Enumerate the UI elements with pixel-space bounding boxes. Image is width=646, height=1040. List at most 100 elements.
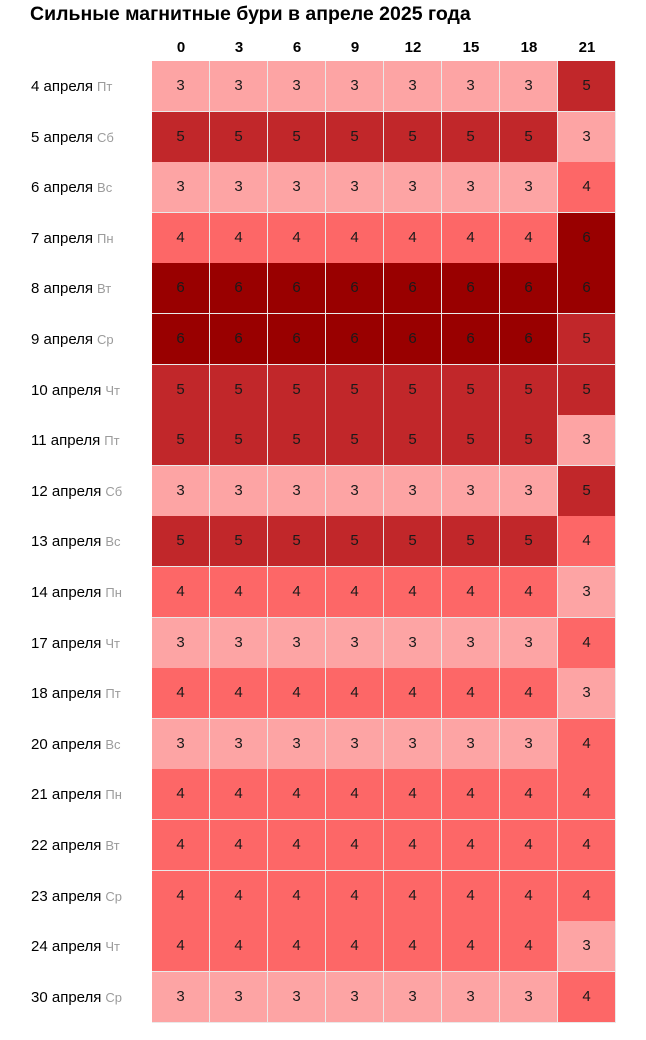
row-date: 21 апреля: [31, 786, 102, 804]
heatmap-cell: 4: [152, 921, 210, 973]
heatmap-cell: 3: [442, 971, 500, 1023]
heatmap-cell: 4: [442, 820, 500, 872]
heatmap-cell: 3: [384, 61, 442, 113]
heatmap-cell: 6: [442, 314, 500, 366]
heatmap-cell: 3: [152, 162, 210, 214]
row-weekday: Ср: [105, 888, 123, 904]
heatmap-cell: 4: [500, 668, 558, 720]
heatmap-cell: 4: [442, 921, 500, 973]
heatmap-cell: 4: [384, 668, 442, 720]
heatmap-cell: 4: [210, 668, 268, 720]
row-weekday: Вс: [97, 180, 113, 196]
heatmap-cell: 5: [152, 516, 210, 568]
row-date: 18 апреля: [31, 685, 102, 703]
row-date: 24 апреля: [31, 938, 102, 956]
row-date: 9 апреля: [31, 331, 94, 348]
heatmap-cell: 3: [268, 718, 326, 770]
heatmap-cell: 6: [384, 263, 442, 315]
heatmap-cell: 4: [326, 668, 384, 720]
row-date: 4 апреля: [31, 78, 94, 95]
heatmap-cell: 3: [268, 971, 326, 1023]
heatmap-cell: 6: [500, 263, 558, 315]
heatmap-cell: 5: [558, 465, 616, 517]
row-date: 10 апреля: [31, 381, 102, 399]
heatmap-cell: 3: [268, 61, 326, 113]
heatmap-cell: 5: [442, 415, 500, 467]
heatmap-cell: 6: [210, 314, 268, 366]
heatmap-cell: 4: [152, 820, 210, 872]
row-label: 10 апреля Чт: [31, 365, 120, 416]
heatmap-cell: 3: [384, 971, 442, 1023]
heatmap-cell: 3: [500, 617, 558, 669]
heatmap-cell: 6: [326, 314, 384, 366]
heatmap-cell: 3: [558, 567, 616, 619]
heatmap-cell: 4: [558, 516, 616, 568]
heatmap-cell: 4: [442, 567, 500, 619]
heatmap-cell: 5: [152, 415, 210, 467]
row-weekday: Вс: [105, 534, 121, 550]
row-label: 23 апреля Ср: [31, 871, 122, 922]
heatmap-cell: 5: [268, 415, 326, 467]
heatmap-cell: 4: [268, 769, 326, 821]
heatmap-cell: 4: [384, 567, 442, 619]
row-weekday: Сб: [105, 483, 123, 499]
heatmap-cell: 3: [326, 617, 384, 669]
heatmap-cell: 4: [558, 617, 616, 669]
row-date: 23 апреля: [31, 887, 102, 905]
row-weekday: Сб: [97, 129, 114, 145]
row-label: 20 апреля Вс: [31, 719, 121, 770]
heatmap-cell: 5: [384, 111, 442, 163]
row-weekday: Ср: [97, 332, 114, 347]
heatmap-cell: 6: [326, 263, 384, 315]
heatmap-cell: 4: [442, 212, 500, 264]
row-label: 21 апреля Пн: [31, 769, 122, 820]
row-label: 30 апреля Ср: [31, 972, 122, 1023]
column-header-9: 9: [350, 39, 360, 56]
row-weekday: Вт: [97, 281, 112, 297]
heatmap-cell: 5: [442, 364, 500, 416]
heatmap-cell: 4: [384, 870, 442, 922]
row-label: 5 апреля Сб: [31, 112, 114, 163]
heatmap-cell: 3: [152, 61, 210, 113]
heatmap-cell: 4: [268, 820, 326, 872]
heatmap-cell: 3: [268, 465, 326, 517]
heatmap-cell: 3: [500, 162, 558, 214]
heatmap-cell: 4: [210, 769, 268, 821]
heatmap-cell: 3: [152, 617, 210, 669]
heatmap-cell: 4: [558, 820, 616, 872]
row-label: 6 апреля Вс: [31, 162, 112, 213]
heatmap-cell: 5: [210, 516, 268, 568]
heatmap-cell: 4: [326, 567, 384, 619]
row-label: 12 апреля Сб: [31, 466, 122, 517]
heatmap-cell: 4: [442, 870, 500, 922]
heatmap-cell: 4: [268, 212, 326, 264]
heatmap-cell: 3: [384, 465, 442, 517]
heatmap-cell: 3: [442, 465, 500, 517]
heatmap-cell: 3: [268, 162, 326, 214]
heatmap-cell: 3: [500, 718, 558, 770]
heatmap-cell: 4: [384, 769, 442, 821]
heatmap-cell: 3: [326, 465, 384, 517]
row-weekday: Вс: [105, 736, 121, 752]
heatmap-cell: 6: [558, 263, 616, 315]
heatmap-cell: 3: [326, 61, 384, 113]
heatmap-cell: 5: [326, 364, 384, 416]
heatmap-cell: 3: [152, 465, 210, 517]
row-label: 17 апреля Чт: [31, 618, 120, 669]
heatmap-cell: 4: [210, 870, 268, 922]
heatmap-cell: 3: [442, 617, 500, 669]
row-label: 9 апреля Ср: [31, 314, 114, 365]
heatmap-cell: 6: [500, 314, 558, 366]
heatmap-cell: 3: [210, 718, 268, 770]
row-weekday: Вт: [105, 838, 120, 853]
heatmap-cell: 5: [500, 111, 558, 163]
heatmap-cell: 6: [268, 314, 326, 366]
row-label: 7 апреля Пн: [31, 213, 114, 264]
row-weekday: Ср: [105, 989, 123, 1005]
heatmap-cell: 5: [384, 364, 442, 416]
heatmap-cell: 4: [152, 567, 210, 619]
heatmap-cell: 4: [500, 870, 558, 922]
heatmap-cell: 5: [500, 364, 558, 416]
row-weekday: Чт: [105, 635, 121, 651]
heatmap-cell: 4: [268, 567, 326, 619]
